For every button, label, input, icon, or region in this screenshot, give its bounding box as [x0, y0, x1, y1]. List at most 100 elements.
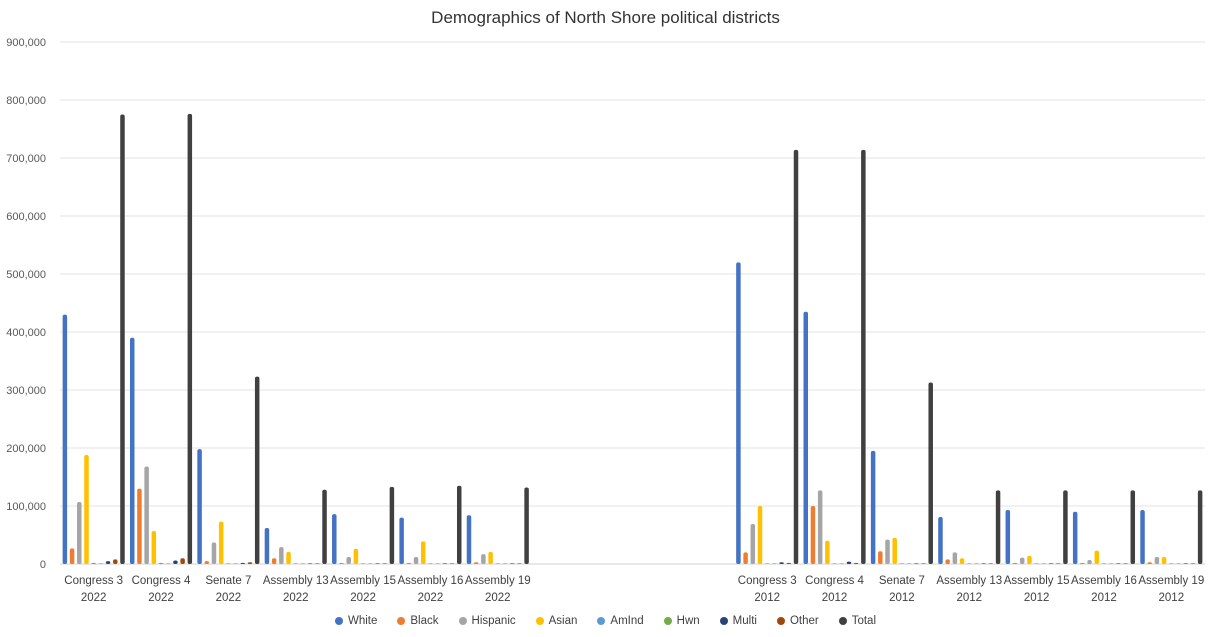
x-category-year: 2012	[1024, 592, 1050, 604]
bar-amind	[226, 563, 231, 564]
bar-other	[382, 563, 387, 564]
x-category-year: 2022	[216, 592, 242, 604]
bar-black	[743, 552, 748, 564]
bar-white	[332, 514, 337, 564]
x-category-label: Assembly 15	[1004, 575, 1070, 587]
legend-label: Hispanic	[471, 615, 516, 627]
x-category-label: Assembly 19	[1138, 575, 1204, 587]
chart-area: 0 100,000 200,000 300,000 400,000 500,000 600,…	[6, 37, 1205, 604]
x-category-label: Senate 7	[205, 575, 251, 587]
bar-black	[406, 562, 412, 564]
legend-item-asian: Asian	[535, 615, 577, 627]
bar-hwn	[772, 563, 777, 564]
bar-black	[810, 506, 816, 564]
x-category-year: 2012	[889, 592, 915, 604]
bar-white	[736, 262, 741, 564]
bar-asian	[892, 537, 897, 564]
bar-hispanic	[211, 542, 217, 564]
legend-label: Total	[851, 615, 877, 627]
x-category-label: Assembly 15	[330, 575, 396, 587]
bar-white	[466, 515, 472, 564]
y-tick-label: 400,000	[6, 327, 46, 339]
y-tick-label: 700,000	[6, 153, 46, 165]
bar-hispanic	[346, 557, 351, 564]
bar-white	[129, 337, 135, 564]
bar-multi	[375, 563, 380, 564]
x-category-year: 2022	[350, 592, 376, 604]
bar-black	[1012, 562, 1018, 564]
x-category-year: 2012	[822, 592, 848, 604]
bar-black	[473, 562, 479, 564]
bar-white	[264, 528, 270, 564]
y-tick-label: 500,000	[6, 269, 46, 281]
bar-hispanic	[1019, 557, 1025, 564]
bar-black	[339, 562, 344, 564]
bar-hwn	[233, 563, 238, 564]
bar-white	[399, 517, 404, 564]
x-category-year: 2012	[1091, 592, 1117, 604]
bar-amind	[1034, 563, 1039, 564]
bar-hispanic	[144, 466, 149, 564]
bar-amind	[495, 563, 501, 564]
bar-multi	[779, 562, 784, 564]
bar-asian	[1027, 555, 1032, 564]
bar-other	[988, 563, 994, 564]
y-tick-label: 0	[40, 559, 46, 571]
bar-hispanic	[413, 557, 419, 564]
bar-asian	[1161, 557, 1167, 564]
bar-total	[928, 382, 933, 564]
x-category-label: Assembly 16	[1071, 575, 1137, 587]
x-category-label: Assembly 13	[263, 575, 329, 587]
x-category-label: Congress 3	[64, 575, 123, 587]
bar-other	[517, 563, 522, 564]
x-category-label: Assembly 19	[465, 575, 531, 587]
bar-amind	[967, 563, 972, 564]
bar-other	[1123, 563, 1128, 564]
legend-swatch	[597, 617, 606, 625]
bar-hwn	[906, 563, 912, 564]
x-category-label: Assembly 16	[398, 575, 464, 587]
legend-item-hispanic: Hispanic	[458, 615, 516, 627]
bar-hispanic	[952, 552, 958, 564]
y-tick-label: 300,000	[6, 385, 46, 397]
x-category-year: 2022	[148, 592, 174, 604]
bar-white	[1072, 511, 1078, 564]
bar-white	[803, 311, 809, 564]
y-tick-label: 900,000	[6, 37, 46, 49]
legend-label: Multi	[732, 615, 757, 627]
bar-asian	[84, 454, 89, 564]
bar-other	[113, 559, 118, 564]
bar-hwn	[839, 563, 845, 564]
bar-amind	[832, 563, 837, 564]
bar-amind	[91, 562, 96, 564]
bar-black	[271, 558, 277, 564]
bar-amind	[764, 563, 770, 564]
legend-swatch	[719, 617, 728, 625]
x-category-year: 2022	[81, 592, 107, 604]
x-category-year: 2012	[956, 592, 982, 604]
bar-black	[1147, 562, 1152, 564]
bar-asian	[286, 551, 291, 564]
legend-swatch	[838, 617, 847, 625]
bar-multi	[442, 563, 448, 564]
legend-label: Hwn	[676, 615, 700, 627]
bar-amind	[158, 562, 164, 564]
bar-hwn	[1108, 563, 1114, 564]
bar-white	[62, 314, 68, 564]
x-category-label: Senate 7	[879, 575, 925, 587]
bar-white	[938, 517, 943, 564]
bar-hwn	[502, 563, 508, 564]
legend-item-black: Black	[397, 615, 439, 627]
bar-white	[1005, 510, 1011, 564]
bar-total	[1063, 490, 1068, 564]
bar-hispanic	[1087, 559, 1092, 564]
bar-hispanic	[279, 547, 284, 564]
bar-multi	[1116, 563, 1121, 564]
bar-hwn	[300, 563, 306, 564]
bar-asian	[825, 540, 830, 564]
x-category-year: 2012	[1159, 592, 1185, 604]
bar-hwn	[435, 563, 440, 564]
bar-hispanic	[817, 490, 823, 564]
bar-asian	[151, 530, 157, 564]
bar-black	[69, 548, 75, 564]
